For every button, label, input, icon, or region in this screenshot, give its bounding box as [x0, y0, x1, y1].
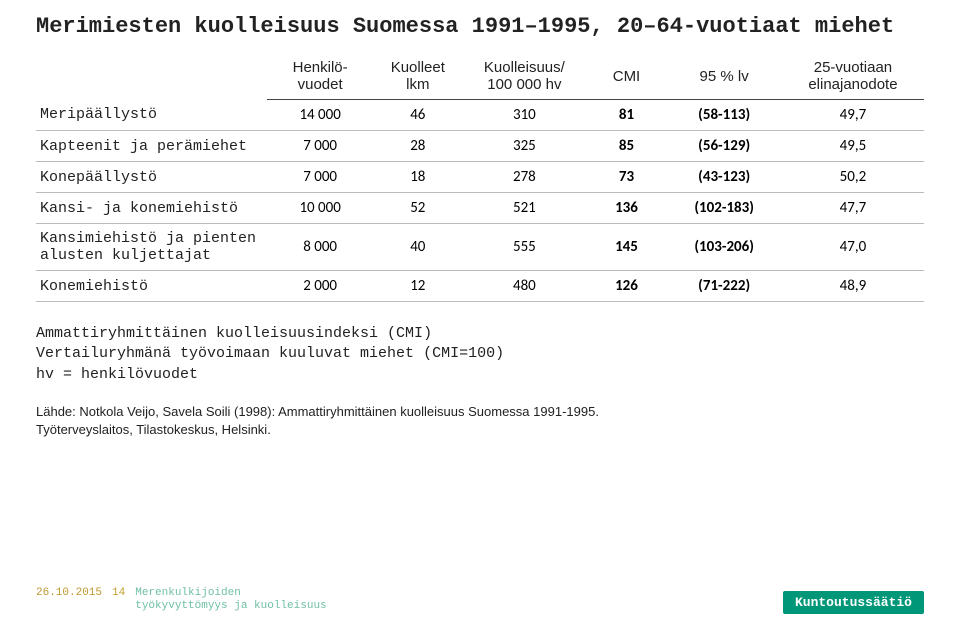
- cell: 73: [587, 162, 667, 193]
- cell: 325: [462, 131, 586, 162]
- org-badge: Kuntoutussäätiö: [783, 591, 924, 614]
- cell: 7 000: [267, 131, 374, 162]
- cell: 85: [587, 131, 667, 162]
- cell: (58-113): [666, 100, 781, 131]
- cell: 126: [587, 271, 667, 302]
- cell: 521: [462, 193, 586, 224]
- footer-tag-line: työkyvyttömyys ja kuolleisuus: [135, 600, 326, 612]
- column-header: [36, 53, 267, 100]
- row-label: Konepäällystö: [36, 162, 267, 193]
- footer-left: 26.10.2015 14 Merenkulkijoiden työkyvytt…: [36, 587, 327, 615]
- note-line: Ammattiryhmittäinen kuolleisuusindeksi (…: [36, 324, 924, 344]
- cell: 14 000: [267, 100, 374, 131]
- cell: 50,2: [782, 162, 924, 193]
- table-row: Meripäällystö14 0004631081(58-113)49,7: [36, 100, 924, 131]
- cell: (43-123): [666, 162, 781, 193]
- cell: 480: [462, 271, 586, 302]
- footer-tag-line: Merenkulkijoiden: [135, 587, 241, 599]
- cell: (71-222): [666, 271, 781, 302]
- cell: 49,7: [782, 100, 924, 131]
- footer-page: 14: [112, 587, 125, 599]
- cell: 145: [587, 224, 667, 271]
- cell: 12: [373, 271, 462, 302]
- column-header: 25-vuotiaanelinajanodote: [782, 53, 924, 100]
- column-header: Kuolleisuus/100 000 hv: [462, 53, 586, 100]
- cell: 7 000: [267, 162, 374, 193]
- footer-tag: Merenkulkijoiden työkyvyttömyys ja kuoll…: [135, 587, 326, 615]
- cell: 555: [462, 224, 586, 271]
- column-header: 95 % lv: [666, 53, 781, 100]
- column-header: CMI: [587, 53, 667, 100]
- table-row: Kapteenit ja perämiehet7 0002832585(56-1…: [36, 131, 924, 162]
- cell: 46: [373, 100, 462, 131]
- cell: 47,7: [782, 193, 924, 224]
- footer: 26.10.2015 14 Merenkulkijoiden työkyvytt…: [0, 587, 960, 615]
- row-label: Kansimiehistö ja pienten alusten kuljett…: [36, 224, 267, 271]
- cell: (102-183): [666, 193, 781, 224]
- column-header: Kuolleetlkm: [373, 53, 462, 100]
- cell: 278: [462, 162, 586, 193]
- cell: 49,5: [782, 131, 924, 162]
- row-label: Kansi- ja konemiehistö: [36, 193, 267, 224]
- table-row: Kansi- ja konemiehistö10 00052521136(102…: [36, 193, 924, 224]
- cell: 8 000: [267, 224, 374, 271]
- note-line: Vertailuryhmänä työvoimaan kuuluvat mieh…: [36, 344, 924, 364]
- source-line: Lähde: Notkola Veijo, Savela Soili (1998…: [36, 403, 924, 421]
- table-row: Konepäällystö7 0001827873(43-123)50,2: [36, 162, 924, 193]
- row-label: Konemiehistö: [36, 271, 267, 302]
- row-label: Meripäällystö: [36, 100, 267, 131]
- notes-block: Ammattiryhmittäinen kuolleisuusindeksi (…: [36, 324, 924, 385]
- mortality-table: Henkilö-vuodetKuolleetlkmKuolleisuus/100…: [36, 53, 924, 302]
- page-title: Merimiesten kuolleisuus Suomessa 1991–19…: [36, 14, 924, 39]
- cell: (103-206): [666, 224, 781, 271]
- cell: (56-129): [666, 131, 781, 162]
- source-block: Lähde: Notkola Veijo, Savela Soili (1998…: [36, 403, 924, 439]
- cell: 18: [373, 162, 462, 193]
- table-row: Konemiehistö2 00012480126(71-222)48,9: [36, 271, 924, 302]
- note-line: hv = henkilövuodet: [36, 365, 924, 385]
- cell: 2 000: [267, 271, 374, 302]
- table-row: Kansimiehistö ja pienten alusten kuljett…: [36, 224, 924, 271]
- source-line: Työterveyslaitos, Tilastokeskus, Helsink…: [36, 421, 924, 439]
- cell: 310: [462, 100, 586, 131]
- cell: 81: [587, 100, 667, 131]
- row-label: Kapteenit ja perämiehet: [36, 131, 267, 162]
- footer-date: 26.10.2015: [36, 587, 102, 599]
- cell: 48,9: [782, 271, 924, 302]
- cell: 47,0: [782, 224, 924, 271]
- cell: 136: [587, 193, 667, 224]
- column-header: Henkilö-vuodet: [267, 53, 374, 100]
- cell: 10 000: [267, 193, 374, 224]
- cell: 52: [373, 193, 462, 224]
- cell: 28: [373, 131, 462, 162]
- cell: 40: [373, 224, 462, 271]
